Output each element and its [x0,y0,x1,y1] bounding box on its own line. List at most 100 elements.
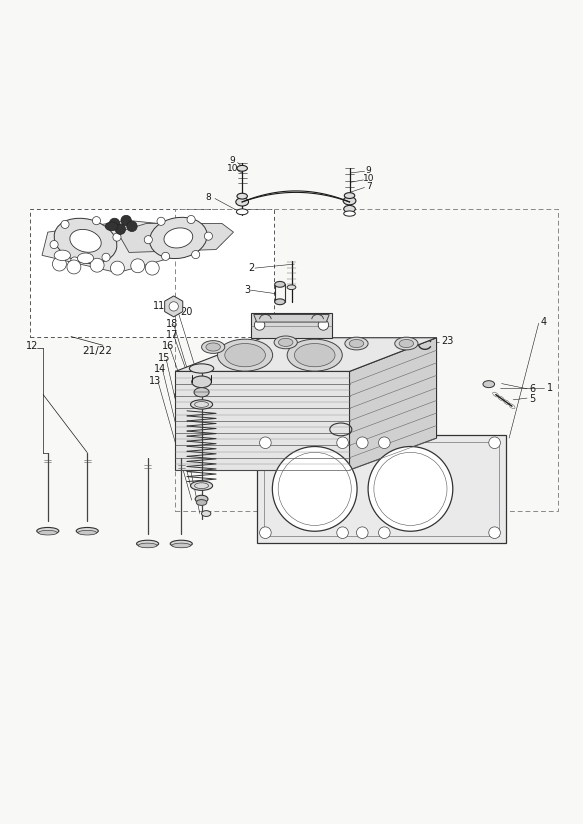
Circle shape [254,320,265,330]
Text: 5: 5 [529,394,536,404]
Ellipse shape [194,387,209,397]
Circle shape [368,447,453,531]
Ellipse shape [150,218,207,259]
Ellipse shape [191,481,213,490]
Circle shape [378,437,390,448]
Ellipse shape [172,543,191,548]
Circle shape [356,437,368,448]
Circle shape [144,236,152,244]
Circle shape [50,241,58,249]
Text: 19: 19 [175,390,188,400]
Ellipse shape [275,299,285,305]
Circle shape [356,527,368,539]
Ellipse shape [225,344,265,367]
Text: 21/22: 21/22 [82,346,112,356]
Text: 11: 11 [153,301,166,311]
Bar [257,435,506,542]
Ellipse shape [54,218,117,264]
Ellipse shape [275,282,285,288]
Circle shape [489,527,500,539]
Text: 8: 8 [206,193,212,202]
Circle shape [109,218,120,228]
Ellipse shape [202,511,211,517]
Ellipse shape [274,336,297,349]
Ellipse shape [236,209,248,215]
Text: 20: 20 [180,307,192,317]
Ellipse shape [70,229,101,252]
Circle shape [113,233,121,241]
Text: 13: 13 [149,376,161,386]
Ellipse shape [138,543,157,548]
Text: 18: 18 [166,319,178,329]
Ellipse shape [483,381,494,387]
Circle shape [71,257,79,265]
Ellipse shape [78,253,94,264]
Text: 7: 7 [366,182,371,191]
Circle shape [110,261,124,275]
Circle shape [52,257,66,271]
Ellipse shape [195,495,208,503]
Circle shape [161,252,170,260]
Polygon shape [164,296,182,317]
Circle shape [61,220,69,228]
Circle shape [259,527,271,539]
Ellipse shape [279,339,293,346]
Ellipse shape [287,339,342,371]
Circle shape [157,218,165,225]
Ellipse shape [237,194,247,199]
Ellipse shape [344,205,355,213]
Ellipse shape [206,343,220,351]
Ellipse shape [236,198,248,206]
Ellipse shape [76,527,99,535]
Ellipse shape [217,339,273,371]
Text: 9: 9 [366,166,371,175]
Polygon shape [175,372,350,470]
Circle shape [67,260,81,274]
Text: 15: 15 [158,353,170,363]
Ellipse shape [106,222,118,231]
Ellipse shape [164,228,193,248]
Circle shape [115,224,125,235]
Text: 9: 9 [230,157,235,166]
Bar [264,442,499,536]
Text: 2: 2 [248,263,254,273]
Circle shape [90,258,104,272]
Ellipse shape [37,527,59,535]
Bar [175,209,559,511]
Ellipse shape [344,211,355,216]
Circle shape [489,437,500,448]
Ellipse shape [349,339,364,348]
Text: 12: 12 [26,341,38,351]
Polygon shape [254,315,329,322]
Ellipse shape [237,166,247,171]
Ellipse shape [170,541,192,547]
Circle shape [102,253,110,261]
Circle shape [145,261,159,275]
Ellipse shape [294,344,335,367]
Circle shape [337,527,349,539]
Circle shape [127,221,137,232]
Ellipse shape [192,376,212,387]
Text: 4: 4 [541,317,547,327]
Ellipse shape [191,400,213,409]
Ellipse shape [287,285,296,289]
Polygon shape [42,221,222,273]
Ellipse shape [202,340,225,353]
Ellipse shape [38,531,57,535]
Polygon shape [251,313,332,338]
Ellipse shape [196,499,207,505]
Circle shape [187,215,195,223]
Text: 16: 16 [161,341,174,351]
Circle shape [169,302,178,311]
Circle shape [272,447,357,531]
Ellipse shape [78,531,97,535]
Text: 3: 3 [244,285,250,295]
Polygon shape [117,223,233,252]
Ellipse shape [54,250,71,260]
Text: 10: 10 [227,164,238,173]
Circle shape [259,437,271,448]
Ellipse shape [189,364,214,373]
Circle shape [131,259,145,273]
Ellipse shape [399,339,413,348]
Circle shape [192,250,200,259]
